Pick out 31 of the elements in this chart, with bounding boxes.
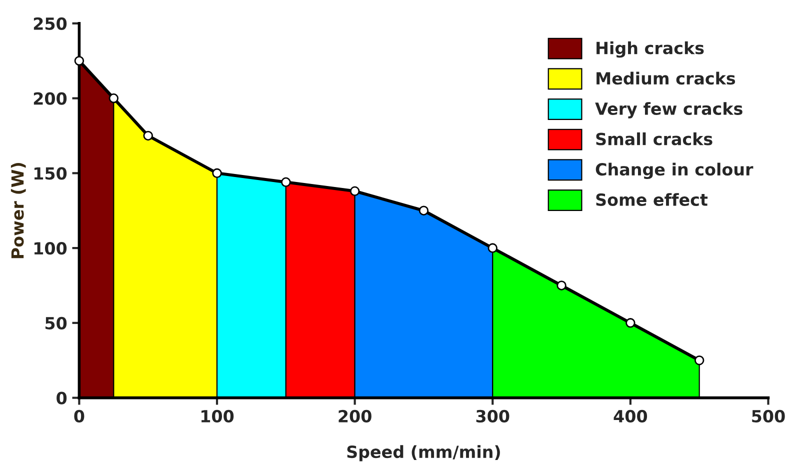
x-tick-label: 200 (338, 410, 372, 423)
legend-label: Change in colour (596, 162, 754, 179)
point (74, 56, 84, 66)
y-axis-title: Power (W) (10, 163, 26, 258)
legend-label: Very few cracks (595, 102, 742, 118)
legend-label: High cracks (596, 41, 704, 58)
y-tick-label: 0 (56, 392, 67, 404)
x-axis-title: Speed (mm/min) (347, 445, 500, 462)
point (488, 243, 498, 253)
x-tick-label: 500 (752, 410, 785, 423)
point (212, 168, 222, 178)
y-tick-label: 250 (34, 17, 67, 30)
point (418, 206, 429, 216)
x-tick-label: 400 (614, 410, 648, 423)
point (108, 93, 119, 104)
legend-label: Some effect (596, 193, 708, 206)
point (556, 280, 566, 290)
legend-label: Small cracks (596, 132, 712, 146)
x-tick-label: 300 (476, 410, 510, 423)
y-tick-label: 200 (34, 92, 67, 105)
point (694, 356, 704, 366)
legend-label: Medium cracks (596, 72, 736, 85)
x-tick-label: 0 (74, 410, 84, 423)
y-tick-label: 50 (45, 316, 67, 330)
x-tick-label: 100 (201, 410, 234, 423)
point (281, 177, 291, 188)
point (626, 318, 636, 328)
y-tick-label: 100 (34, 242, 67, 255)
y-tick-label: 150 (34, 167, 67, 180)
point (143, 130, 153, 141)
point (350, 186, 360, 196)
